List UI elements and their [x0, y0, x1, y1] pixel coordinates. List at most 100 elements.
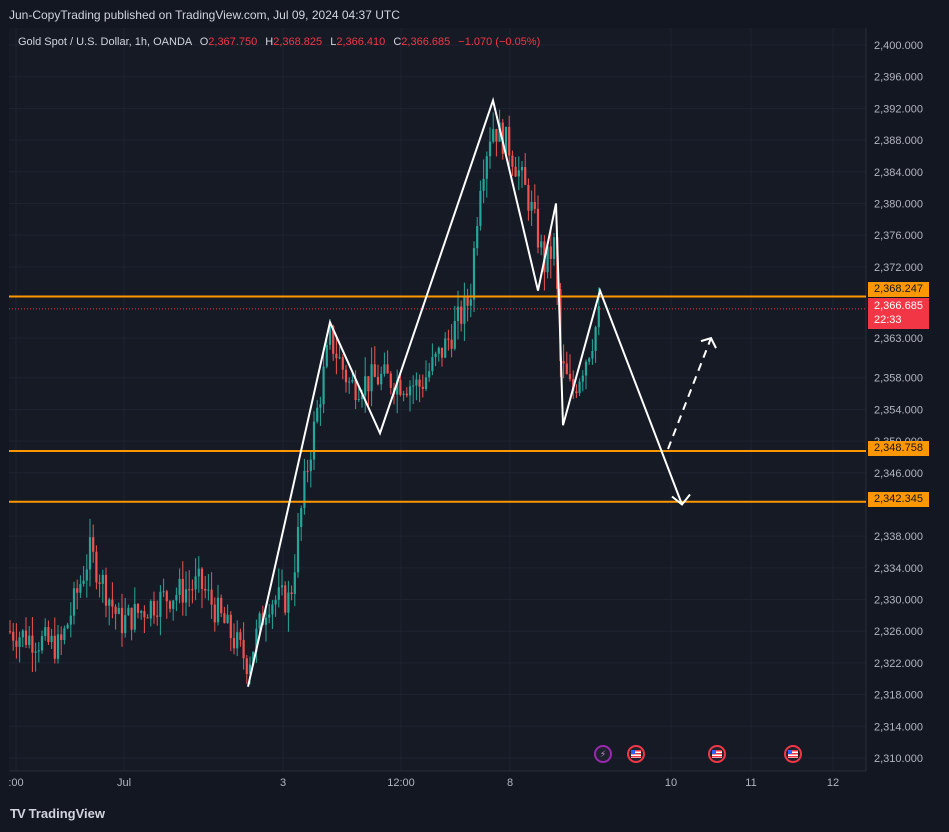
candle-body	[204, 588, 207, 591]
candle-body	[482, 178, 485, 191]
candle-body	[591, 350, 594, 359]
x-tick-label: 12:00	[387, 777, 415, 789]
candle-body	[568, 373, 572, 380]
candle-body	[479, 190, 482, 226]
candle-body	[252, 651, 255, 665]
lightning-icon[interactable]: ⚡	[594, 745, 612, 763]
candle-body	[200, 568, 204, 589]
candle-body	[149, 601, 152, 619]
published-label: Jun-CopyTrading published on TradingView…	[9, 8, 400, 22]
candle-body	[220, 597, 223, 614]
low-label: L	[330, 36, 337, 48]
candle-body	[271, 604, 274, 615]
x-tick-label: 3	[280, 777, 286, 789]
candle-body	[488, 141, 492, 157]
y-tick-label: 2,334.000	[874, 563, 923, 575]
candle-body	[277, 587, 280, 600]
candle-body	[354, 379, 357, 401]
candle-body	[536, 208, 540, 248]
chart-area[interactable]	[9, 28, 866, 771]
candle-body	[197, 568, 200, 577]
y-tick-label: 2,326.000	[874, 626, 923, 638]
candle-body	[380, 373, 383, 385]
candle-body	[140, 611, 143, 613]
price-chart[interactable]: 2,400.000 2,396.000 2,392.000 2,388.000 2,38…	[0, 0, 949, 800]
candle-body	[588, 358, 591, 362]
candle-body	[508, 126, 511, 156]
candle-body	[50, 635, 53, 642]
y-tick-label: 2,346.000	[874, 468, 923, 480]
us-flag-icon	[788, 750, 798, 758]
candle-body	[562, 360, 565, 364]
candle-body	[245, 658, 248, 675]
brand-name: TradingView	[28, 806, 105, 821]
low-value: 2,366.410	[336, 36, 386, 48]
y-tick-label: 2,372.000	[874, 262, 923, 274]
projection-arrowhead	[671, 493, 691, 506]
y-tick-label: 2,318.000	[874, 690, 923, 702]
candle-body	[520, 167, 524, 171]
candle-body	[136, 604, 140, 613]
candle-body	[178, 578, 181, 595]
candle-body	[159, 591, 162, 617]
candle-body	[28, 635, 31, 645]
current-price-value: 2,366.685	[874, 300, 923, 312]
y-tick-label: 2,310.000	[874, 753, 923, 765]
candle-body	[127, 607, 130, 616]
candle-body	[338, 357, 341, 359]
level-tag-3: 2,342.345	[868, 492, 929, 507]
candle-body	[172, 600, 175, 609]
level-tag-2: 2,348.758	[868, 441, 929, 456]
candle-body	[21, 630, 24, 638]
candle-body	[306, 470, 309, 472]
brand[interactable]: TV TradingView	[10, 806, 105, 821]
high-label: H	[265, 36, 274, 48]
symbol-legend: Gold Spot / U.S. Dollar, 1h, OANDA O2,36…	[18, 36, 540, 48]
us-flag-icon[interactable]	[708, 745, 726, 763]
candle-body	[584, 361, 588, 376]
candle-body	[524, 167, 527, 185]
y-tick-label: 2,392.000	[874, 103, 923, 115]
candle-body	[18, 637, 21, 647]
close-value: 2,366.685	[401, 36, 451, 48]
header-bar: Jun-CopyTrading published on TradingView…	[0, 0, 949, 28]
candle-body	[53, 635, 56, 659]
dashed-projection-arrowhead	[700, 336, 717, 349]
candle-body	[92, 537, 95, 552]
x-tick-label: 11	[745, 777, 756, 789]
y-tick-label: 2,330.000	[874, 595, 923, 607]
candle-body	[415, 379, 418, 386]
candle-body	[565, 363, 568, 374]
candle-body	[98, 582, 101, 584]
candle-body	[364, 376, 367, 396]
candle-body	[527, 184, 530, 211]
candle-body	[431, 357, 434, 372]
y-tick-label: 2,354.000	[874, 404, 923, 416]
candle-body	[357, 399, 360, 401]
candle-body	[37, 650, 40, 652]
candle-body	[184, 589, 188, 603]
candle-body	[31, 635, 34, 653]
candle-body	[143, 611, 146, 618]
us-flag-icon[interactable]	[784, 745, 802, 763]
candle-body	[386, 364, 389, 374]
candle-body	[402, 393, 405, 395]
y-tick-label: 2,322.000	[874, 658, 923, 670]
candle-body	[444, 338, 447, 358]
candle-body	[300, 508, 303, 527]
candle-body	[328, 325, 332, 345]
candle-body	[24, 630, 28, 645]
candle-body	[40, 636, 44, 651]
us-flag-icon[interactable]	[627, 745, 645, 763]
y-tick-label: 2,363.000	[874, 333, 923, 345]
candle-body	[236, 632, 239, 649]
candle-body	[408, 386, 412, 396]
candle-body	[76, 588, 79, 593]
candle-body	[319, 404, 322, 408]
candle-body	[287, 592, 290, 613]
candle-body	[156, 615, 159, 617]
candle-body	[344, 369, 348, 383]
close-label: C	[393, 36, 402, 48]
candle-body	[130, 607, 133, 630]
x-tick-label: Jul	[117, 777, 131, 789]
